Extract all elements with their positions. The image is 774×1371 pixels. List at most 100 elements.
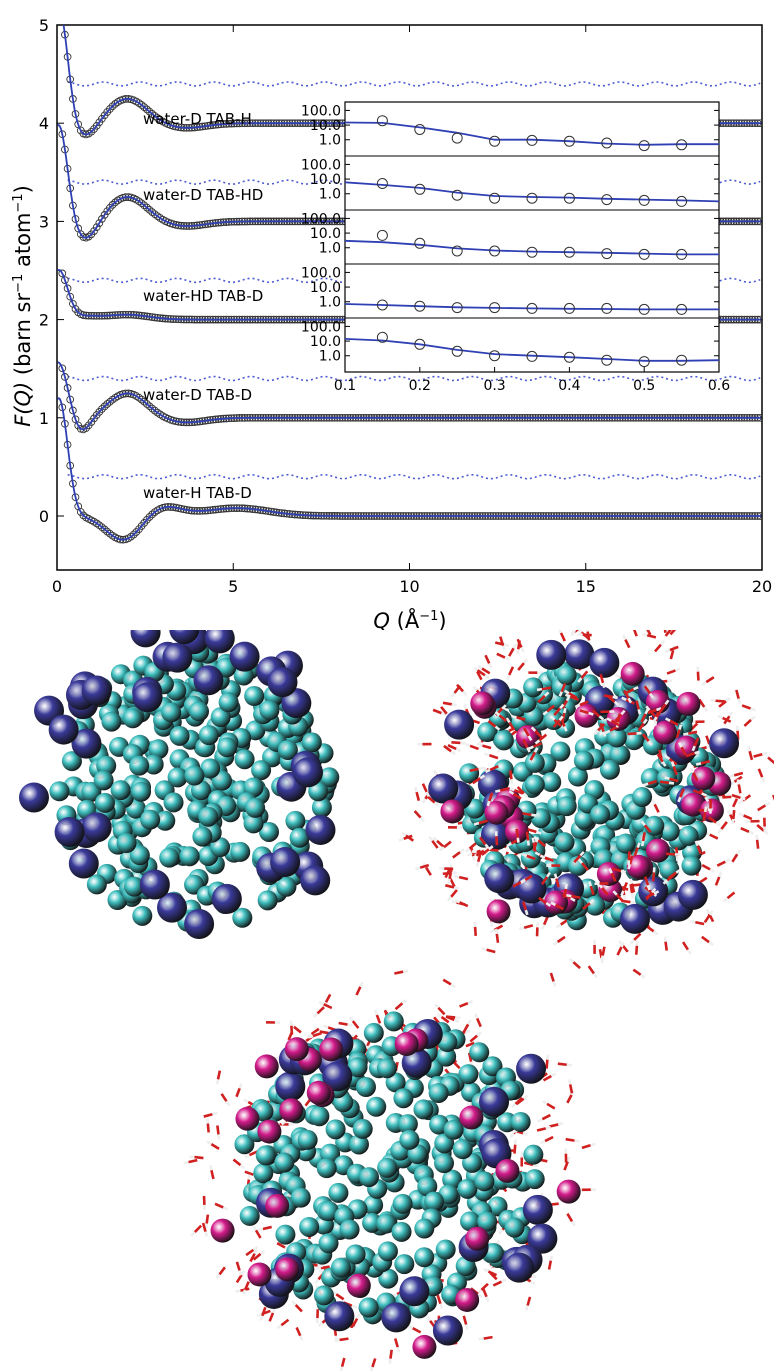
water-molecule <box>442 978 452 986</box>
water-molecule <box>545 1126 551 1130</box>
water-molecule <box>748 750 754 761</box>
water-molecule <box>635 700 640 710</box>
tail-atom <box>414 1218 435 1239</box>
inset-frame <box>344 101 720 373</box>
water-molecule <box>656 753 664 763</box>
water-molecule <box>388 1358 392 1364</box>
water-molecule <box>637 709 642 715</box>
head-group <box>677 879 708 910</box>
water-molecule <box>640 840 645 847</box>
tail-atom <box>345 1244 366 1265</box>
tail-atom <box>556 796 577 817</box>
water-molecule <box>592 972 598 979</box>
water-molecule <box>475 861 480 868</box>
inset-y-tick-label: 1.0 <box>319 133 341 149</box>
tail-atom <box>523 677 544 698</box>
inset-fit-line <box>344 303 719 311</box>
data-point <box>100 402 109 411</box>
water-molecule <box>614 713 623 723</box>
tail-atom <box>459 763 480 784</box>
inset-y-tick-label: 10.0 <box>310 280 341 296</box>
water-molecule <box>743 814 753 821</box>
water-molecule <box>558 691 563 697</box>
counterion <box>319 1037 344 1062</box>
water-molecule <box>520 878 526 884</box>
water-molecule <box>208 1165 213 1171</box>
water-molecule <box>431 840 439 849</box>
water-molecule <box>580 862 589 871</box>
head-group <box>18 782 49 813</box>
water-molecule <box>651 872 656 882</box>
water-molecule <box>522 812 532 817</box>
tail-atom <box>428 1082 449 1103</box>
data-point <box>95 219 104 227</box>
water-molecule <box>453 874 460 879</box>
water-molecule <box>523 874 533 882</box>
water-molecule <box>675 868 682 874</box>
water-molecule <box>555 878 560 888</box>
water-molecule <box>371 1358 377 1368</box>
water-molecule <box>630 900 636 904</box>
water-molecule <box>492 1280 503 1287</box>
tail-atom <box>417 1176 438 1197</box>
tail-atom <box>363 1022 384 1043</box>
water-molecule <box>526 1296 532 1306</box>
water-molecule <box>566 1063 572 1067</box>
head-group <box>432 1315 463 1346</box>
water-molecule <box>355 1313 361 1320</box>
water-molecule <box>716 860 726 867</box>
water-molecule <box>611 867 622 873</box>
counterion <box>556 1179 581 1204</box>
water-molecule <box>646 884 651 891</box>
water-molecule <box>680 746 687 756</box>
water-molecule <box>552 981 557 987</box>
water-molecule <box>529 751 537 761</box>
water-molecule <box>698 876 708 884</box>
y-axis-label: F(Q) (barn sr−1 atom−1) <box>11 185 35 427</box>
tail-atom <box>644 815 665 836</box>
water-molecule <box>696 671 700 681</box>
inset-fit-line <box>344 239 719 256</box>
head-group <box>81 675 112 706</box>
water-molecule <box>550 901 557 907</box>
water-molecule <box>316 1006 325 1015</box>
water-molecule <box>436 1294 442 1305</box>
inset-x-tick-label: 0.5 <box>633 378 655 394</box>
x-axis-label: Q (Å−1) <box>373 607 446 630</box>
water-molecule <box>755 834 759 840</box>
water-molecule <box>481 848 490 856</box>
water-molecule <box>655 708 663 718</box>
tail-atom <box>443 1119 464 1140</box>
tail-atom <box>244 686 265 707</box>
water-molecule <box>476 669 486 677</box>
water-molecule <box>558 630 563 634</box>
tail-atom <box>606 727 627 748</box>
water-molecule <box>634 945 639 955</box>
water-molecule <box>552 940 559 946</box>
water-molecule <box>469 767 479 773</box>
head-group <box>527 1223 558 1254</box>
head-group <box>270 847 301 878</box>
water-molecule <box>189 1155 195 1159</box>
tail-atom <box>192 826 213 847</box>
micelle-images <box>18 630 774 1371</box>
water-molecule <box>579 700 589 707</box>
inset-data-point <box>414 237 426 249</box>
data-point <box>61 276 69 284</box>
water-molecule <box>483 1335 493 1340</box>
counterion <box>412 1334 437 1359</box>
water-molecule <box>740 796 746 801</box>
series-label: water-D TAB-H <box>143 110 252 128</box>
water-molecule <box>432 836 438 842</box>
data-point <box>111 198 120 207</box>
water-molecule <box>481 667 491 675</box>
water-molecule <box>373 1009 379 1016</box>
water-molecule <box>521 901 528 911</box>
water-molecule <box>462 690 468 696</box>
water-molecule <box>483 1268 489 1273</box>
water-molecule <box>695 762 702 766</box>
water-molecule <box>701 863 711 871</box>
water-molecule <box>445 884 455 889</box>
water-molecule <box>203 1112 213 1118</box>
tail-atom <box>524 774 545 795</box>
